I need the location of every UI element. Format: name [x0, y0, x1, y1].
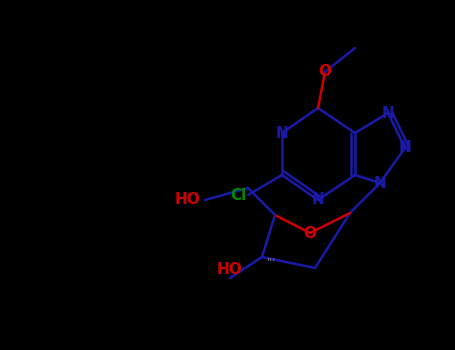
Text: N: N: [399, 140, 411, 155]
Text: O: O: [318, 64, 332, 79]
Text: HO: HO: [217, 262, 243, 278]
Text: HO: HO: [174, 193, 200, 208]
Text: N: N: [374, 175, 386, 190]
Text: N: N: [382, 105, 394, 120]
Text: O: O: [303, 225, 317, 240]
Text: ''': ''': [267, 257, 276, 267]
Text: N: N: [276, 126, 288, 140]
Text: N: N: [312, 193, 324, 208]
Text: Cl: Cl: [230, 188, 246, 203]
